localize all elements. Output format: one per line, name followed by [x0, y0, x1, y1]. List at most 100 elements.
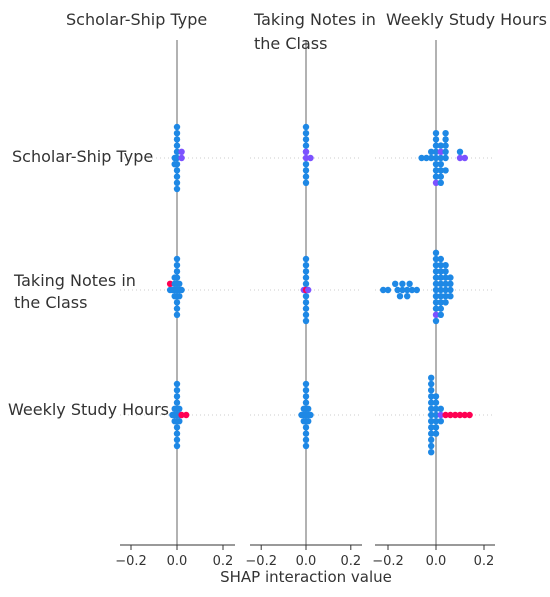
data-point-r0-c2-6 — [456, 154, 464, 162]
data-point-r1-c2-36 — [447, 293, 454, 300]
data-point-r0-c2-13 — [432, 142, 440, 149]
data-point-r2-c2-18 — [428, 374, 435, 381]
data-point-r1-c2-17 — [437, 280, 444, 287]
data-point-r2-c1-7 — [302, 436, 310, 443]
data-point-r0-c0-3 — [173, 167, 181, 174]
data-point-r0-c2-3 — [432, 154, 440, 162]
x-tick-label-0-2: 0.2 — [213, 554, 234, 569]
data-point-r0-c0-6 — [173, 130, 181, 137]
data-point-r2-c1-18 — [305, 418, 312, 425]
data-point-r0-c2-28 — [437, 179, 444, 186]
data-point-r2-c0-5 — [173, 430, 181, 437]
data-point-r1-c2-30 — [432, 255, 440, 263]
data-point-r2-c0-18 — [171, 418, 178, 425]
data-point-r2-c2-5 — [452, 411, 459, 419]
data-point-r0-c2-23 — [437, 167, 444, 174]
data-point-r1-c0-18 — [173, 299, 181, 306]
data-point-r1-c0-9 — [176, 280, 183, 287]
data-point-r1-c2-7 — [392, 280, 399, 287]
data-point-r0-c1-5 — [302, 173, 310, 180]
data-point-r0-c2-24 — [442, 167, 449, 174]
data-point-r0-c2-10 — [437, 148, 444, 155]
data-point-r2-c0-17 — [176, 405, 183, 412]
data-point-r2-c2-23 — [432, 424, 440, 431]
data-point-r1-c2-27 — [432, 262, 440, 269]
data-point-r1-c2-8 — [399, 280, 406, 287]
data-point-r2-c2-27 — [428, 442, 435, 450]
data-point-r0-c0-0 — [173, 148, 181, 155]
data-point-r2-c2-0 — [428, 411, 435, 419]
data-point-r2-c2-8 — [466, 411, 473, 419]
data-point-r0-c2-16 — [432, 136, 440, 143]
data-point-r1-c1-0 — [302, 280, 310, 287]
data-point-r1-c2-3 — [399, 286, 406, 294]
data-point-r0-c0-12 — [178, 154, 185, 162]
data-point-r2-c2-15 — [432, 393, 440, 400]
data-point-r1-c2-1 — [384, 286, 392, 294]
data-point-r1-c2-31 — [437, 255, 444, 263]
data-point-r1-c2-26 — [442, 268, 449, 275]
data-point-r2-c2-10 — [432, 405, 440, 412]
data-point-r0-c2-14 — [437, 142, 444, 149]
data-point-r1-c0-13 — [173, 262, 181, 269]
data-point-r2-c2-21 — [437, 418, 444, 425]
data-point-r0-c2-8 — [428, 148, 435, 155]
data-point-r1-c0-20 — [173, 311, 181, 318]
data-point-r1-c2-44 — [432, 317, 440, 325]
data-point-r1-c1-1 — [302, 293, 310, 300]
data-point-r0-c1-1 — [302, 161, 310, 168]
data-point-r1-c1-5 — [302, 305, 310, 312]
data-point-r1-c2-23 — [447, 274, 454, 281]
data-point-r2-c2-6 — [456, 411, 464, 419]
data-point-r0-c1-2 — [302, 142, 310, 149]
row-label-2: Weekly Study Hours — [8, 400, 169, 419]
data-point-r1-c2-35 — [442, 293, 449, 300]
data-point-r2-c2-9 — [428, 405, 435, 412]
data-point-r0-c1-9 — [302, 154, 310, 162]
data-point-r0-c0-2 — [173, 142, 181, 149]
data-point-r1-c2-20 — [432, 274, 440, 281]
data-point-r0-c2-19 — [432, 130, 440, 137]
data-point-r2-c0-7 — [173, 436, 181, 443]
data-point-r2-c1-15 — [300, 405, 307, 412]
data-point-r2-c2-13 — [432, 399, 440, 406]
row-label-1: the Class — [14, 293, 87, 312]
x-tick-label-2-0: −0.2 — [372, 554, 404, 569]
data-point-r1-c2-18 — [442, 280, 449, 287]
data-point-r1-c2-43 — [437, 311, 444, 318]
data-point-r0-c0-8 — [173, 123, 181, 131]
column-title-2: Weekly Study Hours — [386, 10, 547, 29]
data-point-r2-c1-9 — [302, 442, 310, 450]
data-point-r1-c2-11 — [404, 293, 411, 300]
data-point-r1-c2-42 — [432, 311, 440, 318]
column-title-0: Scholar-Ship Type — [66, 10, 207, 29]
data-point-r0-c0-9 — [173, 185, 181, 193]
data-point-r1-c2-32 — [432, 249, 440, 256]
data-point-r1-c2-12 — [432, 286, 440, 294]
data-point-r2-c0-2 — [173, 399, 181, 406]
data-point-r1-c2-39 — [442, 299, 449, 306]
data-point-r1-c2-15 — [447, 286, 454, 294]
x-tick-label-1-1: 0.0 — [296, 554, 317, 569]
data-point-r0-c1-4 — [302, 136, 310, 143]
data-point-r1-c1-4 — [302, 268, 310, 275]
data-point-r2-c0-15 — [183, 411, 190, 419]
x-tick-label-1-2: 0.2 — [340, 554, 361, 569]
data-point-r1-c1-3 — [302, 299, 310, 306]
data-point-r0-c2-4 — [437, 154, 444, 162]
data-point-r1-c2-41 — [437, 305, 444, 312]
data-point-r1-c2-38 — [437, 299, 444, 306]
data-point-r2-c0-8 — [173, 380, 181, 388]
data-point-r2-c0-4 — [173, 393, 181, 400]
data-point-r0-c0-7 — [173, 179, 181, 186]
column-title-1: the Class — [254, 34, 327, 53]
column-title-1: Taking Notes in — [253, 10, 376, 29]
data-point-r2-c2-17 — [428, 380, 435, 388]
data-point-r1-c2-19 — [447, 280, 454, 287]
data-point-r2-c1-3 — [302, 424, 310, 431]
data-point-r0-c2-11 — [442, 148, 449, 155]
data-point-r2-c2-26 — [428, 436, 435, 443]
data-point-r0-c2-26 — [437, 173, 444, 180]
